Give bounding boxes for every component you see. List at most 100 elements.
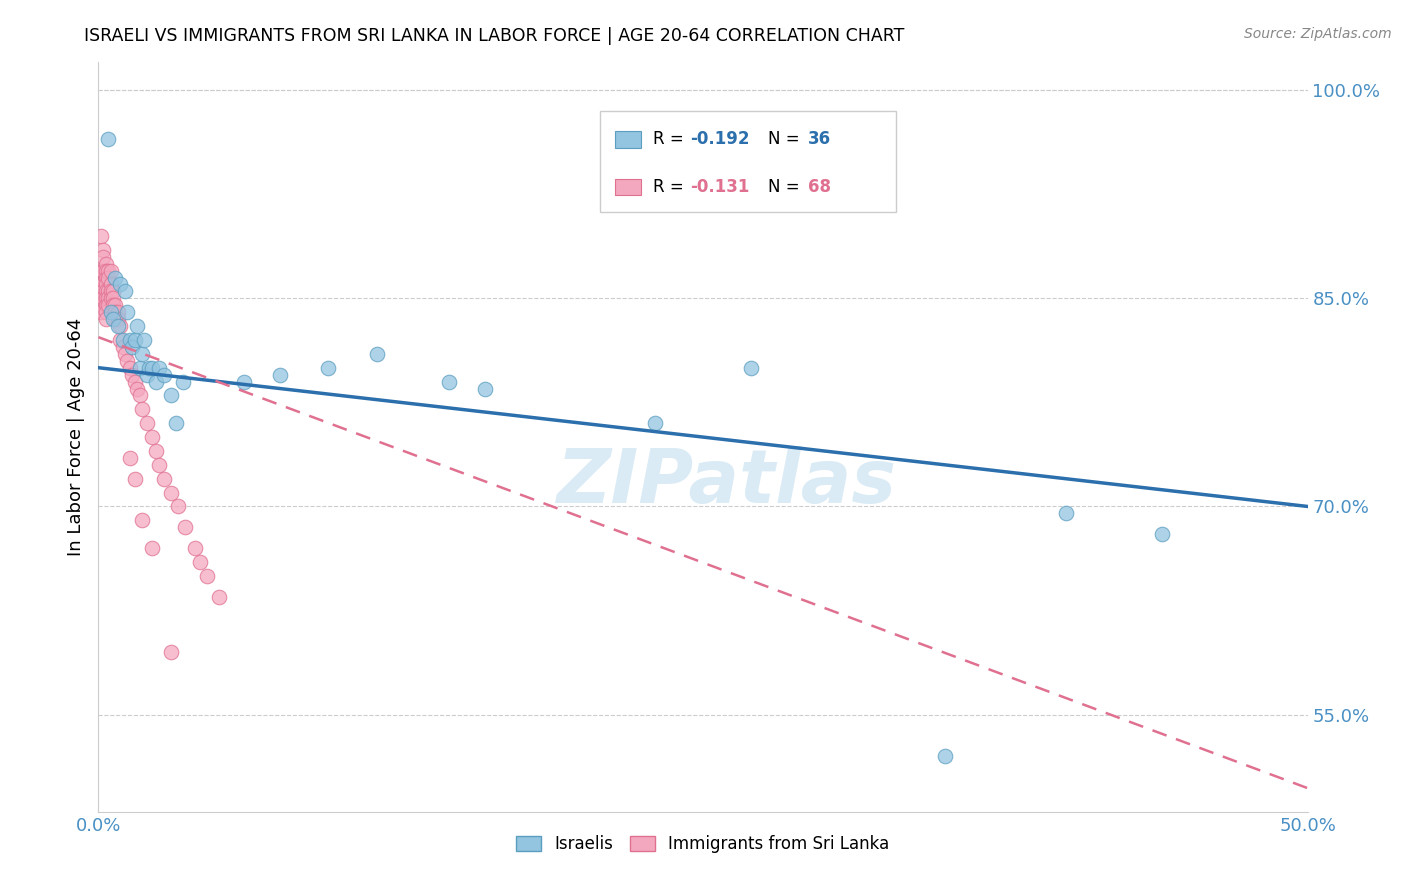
Point xyxy=(184,541,207,555)
Point xyxy=(165,416,187,430)
Text: ISRAELI VS IMMIGRANTS FROM SRI LANKA IN LABOR FORCE | AGE 20-64 CORRELATION CHAR: ISRAELI VS IMMIGRANTS FROM SRI LANKA IN … xyxy=(84,27,904,45)
Point xyxy=(100,305,122,319)
Point xyxy=(128,388,150,402)
Point xyxy=(135,416,157,430)
Point xyxy=(100,277,122,292)
Point xyxy=(160,645,183,659)
Point xyxy=(94,263,117,277)
Point xyxy=(124,472,146,486)
Point xyxy=(195,569,218,583)
Point xyxy=(145,375,167,389)
Point xyxy=(167,500,190,514)
Point xyxy=(101,291,124,305)
Point xyxy=(90,263,112,277)
Point xyxy=(145,444,167,458)
Point xyxy=(131,347,153,361)
Point xyxy=(94,291,117,305)
Point xyxy=(117,353,139,368)
Point xyxy=(91,277,114,292)
Text: N =: N = xyxy=(768,178,806,196)
Point xyxy=(127,319,149,334)
Point xyxy=(104,270,127,285)
Point xyxy=(117,305,139,319)
Point xyxy=(644,416,666,430)
Point xyxy=(100,285,122,299)
Point xyxy=(101,285,124,299)
Point xyxy=(108,319,131,334)
Point xyxy=(97,298,120,312)
Point xyxy=(118,360,141,375)
Point xyxy=(107,319,129,334)
Point xyxy=(124,333,146,347)
Point xyxy=(437,375,460,389)
Point xyxy=(90,277,112,292)
Text: ZIPatlas: ZIPatlas xyxy=(557,445,897,518)
FancyBboxPatch shape xyxy=(614,178,641,195)
Point xyxy=(127,382,149,396)
Point xyxy=(366,347,388,361)
Point xyxy=(131,402,153,417)
Point xyxy=(121,368,143,382)
Point xyxy=(97,132,120,146)
Point xyxy=(104,298,127,312)
Point xyxy=(100,263,122,277)
Point xyxy=(188,555,211,569)
Point xyxy=(134,333,156,347)
Point xyxy=(111,340,134,354)
Point xyxy=(141,541,163,555)
FancyBboxPatch shape xyxy=(614,131,641,148)
Point xyxy=(172,375,194,389)
Point xyxy=(94,305,117,319)
Point xyxy=(94,312,117,326)
Point xyxy=(135,368,157,382)
Y-axis label: In Labor Force | Age 20-64: In Labor Force | Age 20-64 xyxy=(66,318,84,557)
Text: 36: 36 xyxy=(808,130,831,148)
Point xyxy=(101,298,124,312)
Point xyxy=(152,368,174,382)
Point xyxy=(108,277,131,292)
Point xyxy=(934,749,956,764)
Point xyxy=(104,305,127,319)
Point xyxy=(91,285,114,299)
Point xyxy=(97,263,120,277)
Point xyxy=(114,347,136,361)
Point xyxy=(90,285,112,299)
Text: R =: R = xyxy=(654,130,689,148)
Point xyxy=(160,388,183,402)
Point xyxy=(91,291,114,305)
Point xyxy=(474,382,496,396)
Legend: Israelis, Immigrants from Sri Lanka: Israelis, Immigrants from Sri Lanka xyxy=(509,829,897,860)
Point xyxy=(104,312,127,326)
Text: -0.192: -0.192 xyxy=(690,130,749,148)
Point xyxy=(94,257,117,271)
Point xyxy=(91,263,114,277)
Point xyxy=(107,312,129,326)
Point xyxy=(124,375,146,389)
Point xyxy=(174,520,197,534)
Point xyxy=(101,312,124,326)
Text: N =: N = xyxy=(768,130,806,148)
Point xyxy=(114,285,136,299)
Point xyxy=(118,450,141,465)
Point xyxy=(107,305,129,319)
Point xyxy=(94,298,117,312)
Point xyxy=(100,291,122,305)
Point xyxy=(208,590,231,604)
FancyBboxPatch shape xyxy=(600,112,897,212)
Point xyxy=(91,243,114,257)
Point xyxy=(148,458,170,472)
Point xyxy=(138,360,160,375)
Point xyxy=(232,375,254,389)
Point xyxy=(111,333,134,347)
Point xyxy=(160,485,183,500)
Point xyxy=(97,285,120,299)
Point xyxy=(90,291,112,305)
Point xyxy=(90,305,112,319)
Point xyxy=(90,228,112,243)
Point xyxy=(108,333,131,347)
Point xyxy=(269,368,291,382)
Point xyxy=(131,513,153,527)
Point xyxy=(740,360,762,375)
Point xyxy=(121,340,143,354)
Point xyxy=(1152,527,1174,541)
